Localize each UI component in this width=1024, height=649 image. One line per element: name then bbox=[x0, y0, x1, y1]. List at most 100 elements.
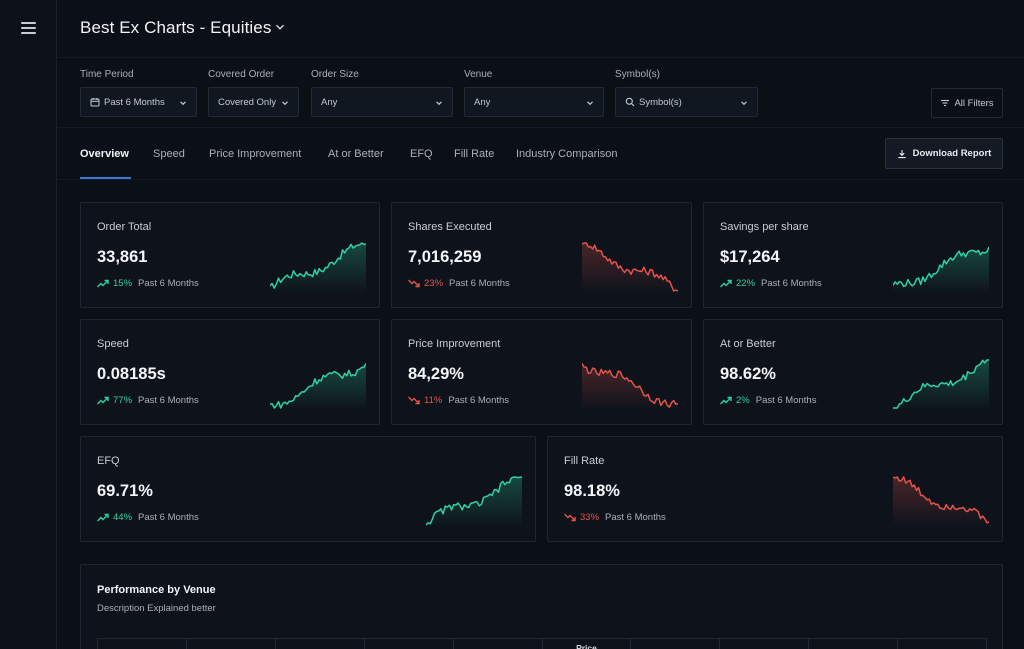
sparkline-line bbox=[582, 363, 678, 408]
active-tab-indicator bbox=[80, 177, 131, 179]
metric-change-percent: 11% bbox=[424, 395, 443, 406]
sparkline-area bbox=[270, 243, 366, 293]
metric-card-price-improvement: Price Improvement 84,29% 11% Past 6 Mont… bbox=[391, 319, 692, 425]
metric-card-efq: EFQ 69.71% 44% Past 6 Months bbox=[80, 436, 536, 542]
sparkline-area bbox=[893, 477, 989, 527]
sparkline-area bbox=[893, 247, 989, 293]
sparkline-chart bbox=[270, 363, 366, 410]
tab-at-or-better[interactable]: At or Better bbox=[328, 148, 384, 160]
trend-up-icon bbox=[720, 279, 732, 288]
main-content: Best Ex Charts - Equities Time Period Pa… bbox=[57, 0, 1024, 649]
metric-change: 77% Past 6 Months bbox=[97, 395, 199, 406]
metric-card-at-or-better: At or Better 98.62% 2% Past 6 Months bbox=[703, 319, 1003, 425]
metric-value: $17,264 bbox=[720, 248, 780, 266]
sparkline-line bbox=[893, 359, 989, 409]
trend-up-icon bbox=[97, 279, 109, 288]
filter-covered-order: Covered Order Covered Only bbox=[208, 69, 299, 117]
metric-value: 84,29% bbox=[408, 365, 464, 383]
metric-card-order-total: Order Total 33,861 15% Past 6 Months bbox=[80, 202, 380, 308]
trend-up-icon bbox=[720, 396, 732, 405]
all-filters-button[interactable]: All Filters bbox=[931, 88, 1003, 118]
metric-period: Past 6 Months bbox=[449, 278, 510, 289]
header: Best Ex Charts - Equities bbox=[57, 0, 1024, 58]
metric-change: 11% Past 6 Months bbox=[408, 395, 509, 406]
table-header-cell bbox=[898, 639, 986, 649]
table-header-cell bbox=[187, 639, 276, 649]
metric-title: Speed bbox=[97, 338, 129, 350]
trend-up-icon bbox=[97, 513, 109, 522]
venue-value: Any bbox=[474, 96, 491, 108]
metric-change-percent: 77% bbox=[113, 395, 133, 406]
filter-bar: Time Period Past 6 Months Covered Order … bbox=[57, 58, 1024, 128]
chevron-down-icon bbox=[436, 101, 442, 106]
panel-description: Description Explained better bbox=[97, 603, 216, 614]
metric-period: Past 6 Months bbox=[138, 395, 199, 406]
metric-title: Price Improvement bbox=[408, 338, 501, 350]
tab-speed[interactable]: Speed bbox=[153, 148, 185, 160]
trend-up-icon bbox=[97, 396, 109, 405]
metric-change-percent: 44% bbox=[113, 512, 133, 523]
sparkline-chart bbox=[893, 246, 989, 293]
panel-title: Performance by Venue bbox=[97, 584, 216, 596]
calendar-icon bbox=[90, 98, 100, 107]
table-header-cell bbox=[454, 639, 543, 649]
table-header-cell bbox=[809, 639, 899, 649]
order-size-select[interactable]: Any bbox=[311, 87, 453, 117]
sparkline-area bbox=[893, 360, 989, 410]
metric-card-speed: Speed 0.08185s 77% Past 6 Months bbox=[80, 319, 380, 425]
symbols-select[interactable]: Symbol(s) bbox=[615, 87, 758, 117]
metric-change-percent: 15% bbox=[113, 278, 133, 289]
tab-fill-rate[interactable]: Fill Rate bbox=[454, 148, 495, 160]
chevron-down-icon[interactable] bbox=[275, 22, 285, 32]
venue-select[interactable]: Any bbox=[464, 87, 604, 117]
metric-title: Shares Executed bbox=[408, 221, 492, 233]
filter-label: Covered Order bbox=[208, 69, 275, 80]
filter-time-period: Time Period Past 6 Months bbox=[80, 69, 197, 117]
sidebar bbox=[0, 0, 57, 649]
download-report-button[interactable]: Download Report bbox=[885, 138, 1003, 169]
metric-title: EFQ bbox=[97, 455, 120, 467]
tab-efq[interactable]: EFQ bbox=[410, 148, 433, 160]
metric-value: 7,016,259 bbox=[408, 248, 482, 266]
filter-symbols: Symbol(s) Symbol(s) bbox=[615, 69, 758, 117]
sparkline-line bbox=[893, 476, 989, 524]
sparkline-chart bbox=[582, 363, 678, 410]
filter-label: Symbol(s) bbox=[615, 69, 661, 80]
metric-change: 2% Past 6 Months bbox=[720, 395, 816, 406]
metric-value: 98.18% bbox=[564, 482, 620, 500]
download-report-label: Download Report bbox=[912, 148, 992, 159]
table-header-cell bbox=[720, 639, 810, 649]
table-header-cell bbox=[276, 639, 365, 649]
sparkline-chart bbox=[270, 242, 366, 293]
metric-value: 33,861 bbox=[97, 248, 148, 266]
sparkline-area bbox=[582, 363, 678, 410]
hamburger-menu-icon[interactable] bbox=[21, 22, 36, 34]
search-icon bbox=[625, 97, 635, 107]
chevron-down-icon bbox=[741, 101, 747, 106]
tab-industry-comparison[interactable]: Industry Comparison bbox=[516, 148, 618, 160]
sparkline-area bbox=[426, 477, 522, 527]
metric-change: 23% Past 6 Months bbox=[408, 278, 510, 289]
metric-change: 22% Past 6 Months bbox=[720, 278, 822, 289]
sparkline-area bbox=[582, 243, 678, 293]
tab-bar: Overview Speed Price Improvement At or B… bbox=[57, 128, 1024, 180]
covered-order-select[interactable]: Covered Only bbox=[208, 87, 299, 117]
time-period-value: Past 6 Months bbox=[104, 96, 165, 108]
table-header-cell bbox=[365, 639, 454, 649]
metric-change: 15% Past 6 Months bbox=[97, 278, 199, 289]
tab-price-improvement[interactable]: Price Improvement bbox=[209, 148, 302, 160]
performance-by-venue-panel: Performance by Venue Description Explain… bbox=[80, 564, 1003, 649]
sparkline-line bbox=[893, 246, 989, 288]
filter-label: Order Size bbox=[311, 69, 359, 80]
covered-order-value: Covered Only bbox=[218, 96, 277, 108]
metric-title: Savings per share bbox=[720, 221, 809, 233]
sparkline-chart bbox=[893, 476, 989, 527]
filter-label: Time Period bbox=[80, 69, 134, 80]
time-period-select[interactable]: Past 6 Months bbox=[80, 87, 197, 117]
sparkline-chart bbox=[582, 242, 678, 293]
metric-card-fill-rate: Fill Rate 98.18% 33% Past 6 Months bbox=[547, 436, 1003, 542]
table-header-cell: Price bbox=[543, 639, 632, 649]
metric-change-percent: 2% bbox=[736, 395, 750, 406]
filter-label: Venue bbox=[464, 69, 493, 80]
tab-overview[interactable]: Overview bbox=[80, 148, 129, 160]
